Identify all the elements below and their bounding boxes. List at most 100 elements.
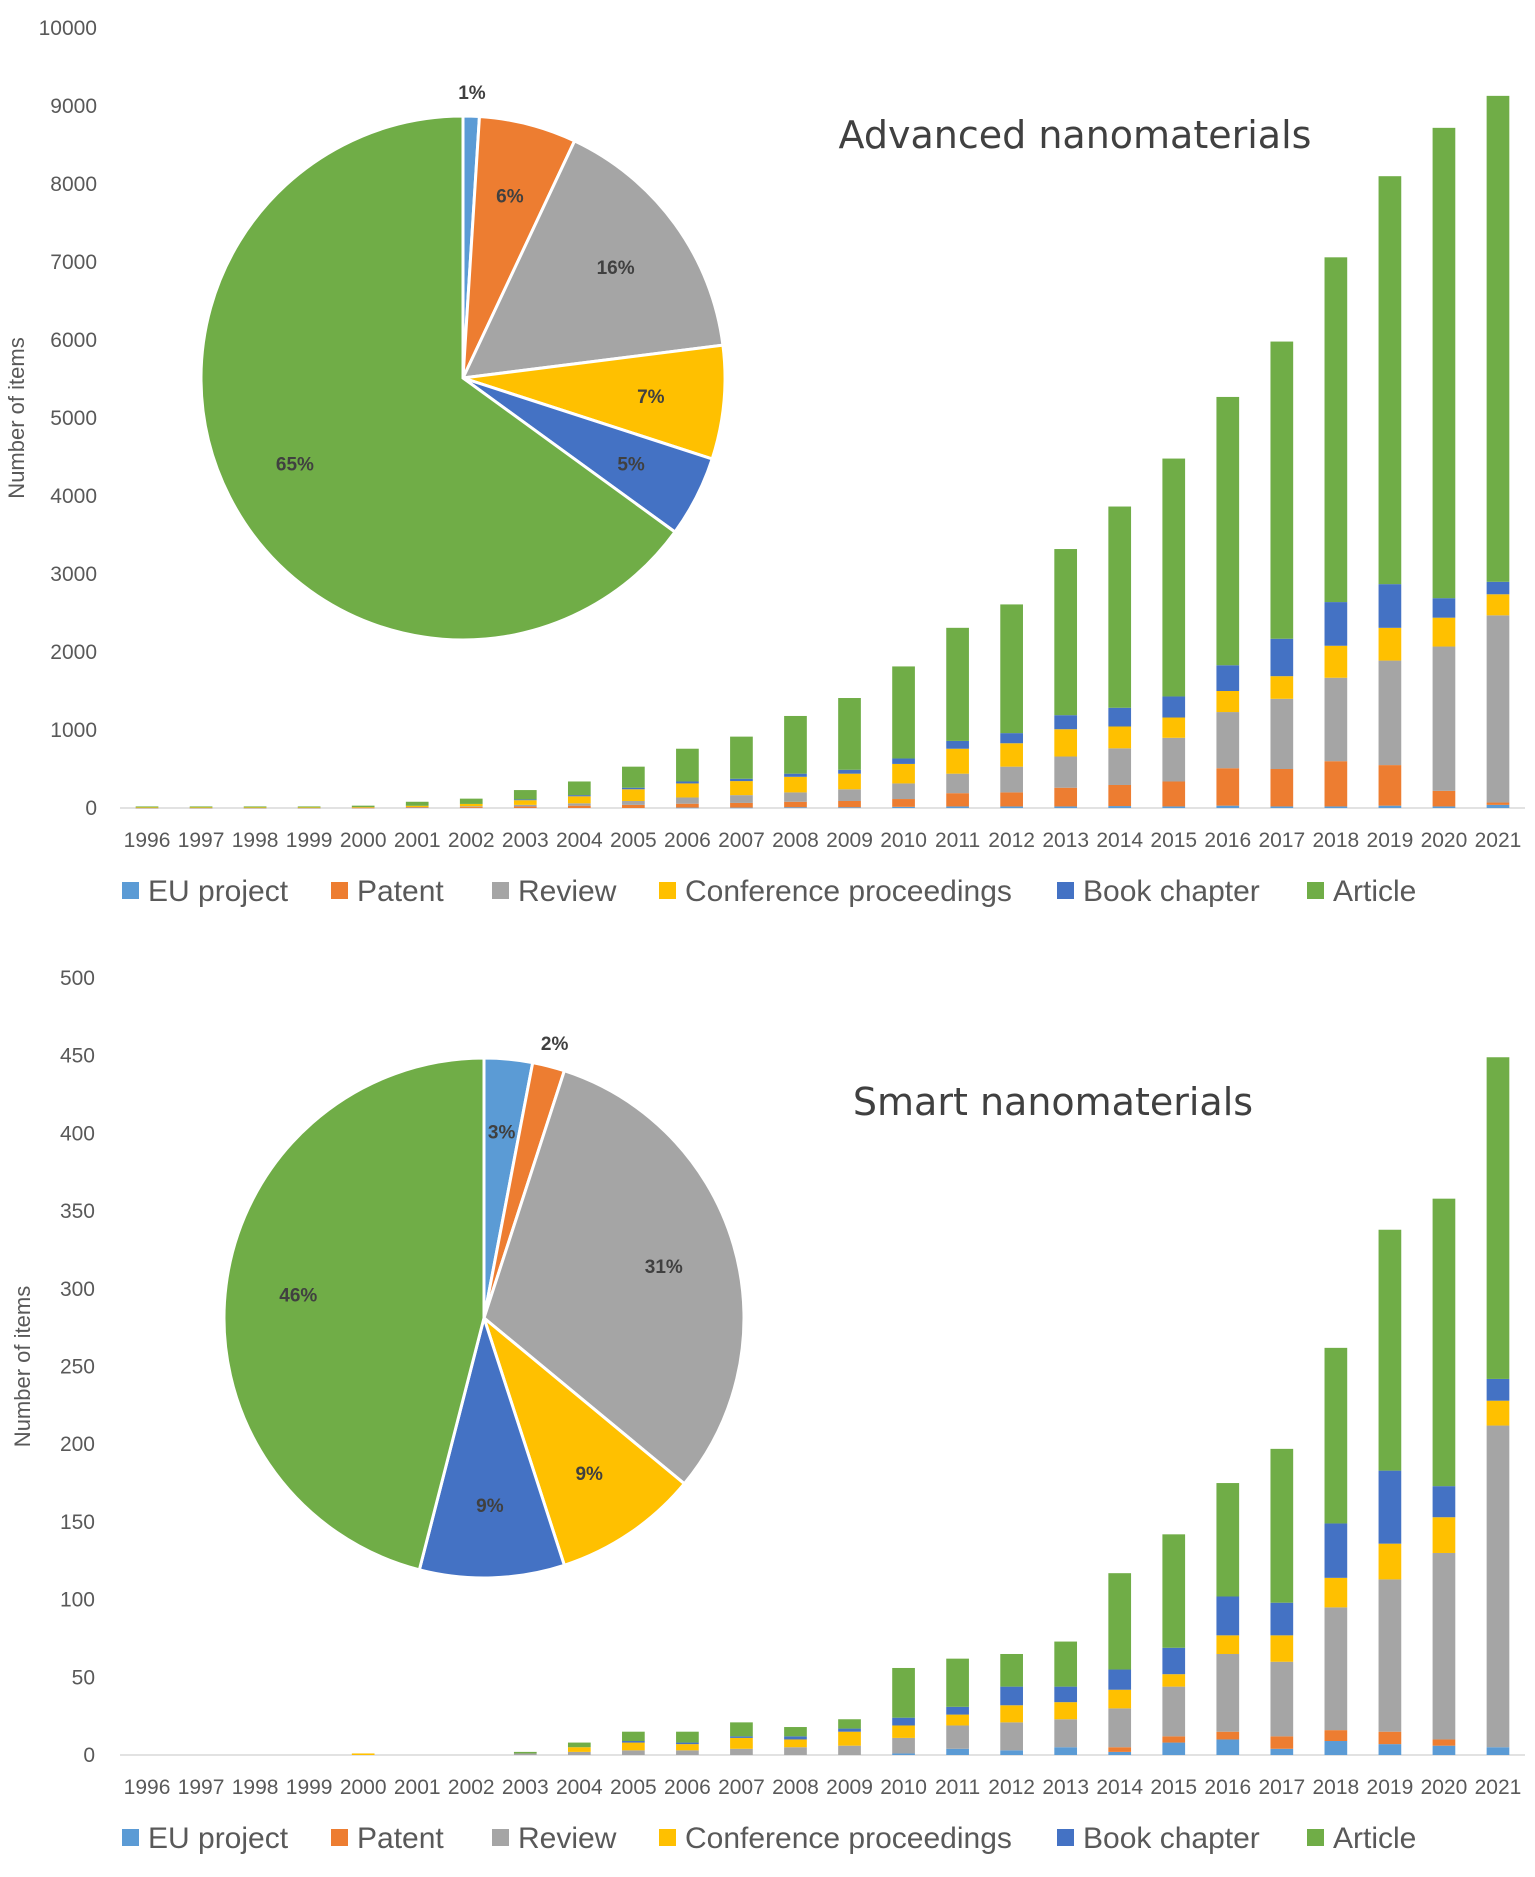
bar-eu-project-2011 bbox=[946, 1748, 969, 1755]
bar-conference-proceedings-2014 bbox=[1108, 726, 1132, 749]
bar-book-chapter-2004 bbox=[567, 795, 591, 797]
bar-review-2021 bbox=[1486, 1425, 1510, 1748]
bar-book-chapter-2009 bbox=[838, 769, 861, 774]
bar-conference-proceedings-2006 bbox=[676, 1744, 699, 1751]
bar-article-2019 bbox=[1378, 176, 1402, 585]
legend-swatch-review bbox=[492, 1829, 509, 1846]
bar-book-chapter-2014 bbox=[1108, 707, 1132, 727]
legend-label-book-chapter: Book chapter bbox=[1083, 875, 1260, 908]
bar-article-2012 bbox=[1000, 1653, 1023, 1687]
bar-review-2014 bbox=[1108, 748, 1132, 785]
y-tick-label: 450 bbox=[60, 1045, 95, 1068]
bar-review-1996 bbox=[135, 807, 159, 809]
bar-conference-proceedings-2018 bbox=[1324, 1577, 1348, 1608]
y-tick-label: 6000 bbox=[50, 329, 97, 352]
bar-conference-proceedings-2016 bbox=[1216, 1635, 1240, 1654]
bar-article-2007 bbox=[730, 1722, 753, 1737]
bar-article-2014 bbox=[1108, 506, 1132, 708]
bar-article-2003 bbox=[513, 1751, 537, 1754]
bar-book-chapter-2008 bbox=[784, 1736, 807, 1740]
legend-label-article: Article bbox=[1333, 875, 1416, 908]
bar-book-chapter-2018 bbox=[1324, 602, 1348, 646]
bar-review-2013 bbox=[1054, 756, 1078, 788]
bar-eu-project-2017 bbox=[1270, 806, 1294, 808]
bar-patent-2013 bbox=[1054, 787, 1078, 807]
bar-patent-2017 bbox=[1270, 1736, 1294, 1749]
x-tick-label: 1998 bbox=[232, 1776, 279, 1799]
bar-review-2008 bbox=[784, 792, 807, 802]
x-tick-label: 2000 bbox=[340, 829, 387, 852]
pie-label-article: 65% bbox=[276, 455, 314, 476]
x-tick-label: 2003 bbox=[502, 829, 549, 852]
bar-review-2003 bbox=[513, 1753, 537, 1755]
pie-slice-book-chapter bbox=[417, 1312, 567, 1580]
x-tick-label: 2011 bbox=[935, 829, 980, 852]
bar-eu-project-2017 bbox=[1270, 1748, 1294, 1755]
bar-conference-proceedings-2009 bbox=[838, 1731, 861, 1746]
bar-conference-proceedings-2013 bbox=[1054, 729, 1078, 757]
bar-book-chapter-2016 bbox=[1216, 1596, 1240, 1636]
x-tick-label: 2017 bbox=[1258, 1776, 1305, 1799]
x-tick-label: 2014 bbox=[1096, 1776, 1143, 1799]
pie-slice-review bbox=[482, 1068, 746, 1486]
bar-review-2016 bbox=[1216, 1653, 1240, 1732]
pie-label-article: 46% bbox=[279, 1286, 317, 1307]
x-tick-label: 2006 bbox=[664, 829, 711, 852]
bar-eu-project-2018 bbox=[1324, 806, 1348, 808]
legend-label-patent: Patent bbox=[357, 875, 444, 908]
y-tick-label: 500 bbox=[60, 967, 95, 990]
bar-patent-2003 bbox=[513, 806, 537, 808]
y-tick-label: 0 bbox=[85, 797, 97, 820]
legend-swatch-conference-proceedings bbox=[659, 882, 676, 899]
bar-conference-proceedings-2001 bbox=[405, 805, 429, 807]
y-tick-label: 50 bbox=[72, 1666, 95, 1689]
bar-conference-proceedings-2004 bbox=[567, 796, 591, 804]
bar-patent-2018 bbox=[1324, 1730, 1348, 1742]
bar-article-2015 bbox=[1162, 1534, 1186, 1648]
bar-patent-2021 bbox=[1486, 802, 1510, 805]
bar-conference-proceedings-2021 bbox=[1486, 1400, 1510, 1426]
x-tick-label: 2007 bbox=[718, 829, 765, 852]
y-tick-label: 2000 bbox=[50, 641, 97, 664]
legend-label-conference-proceedings: Conference proceedings bbox=[685, 1822, 1012, 1855]
pie-label-book-chapter: 9% bbox=[476, 1496, 504, 1517]
bar-patent-2002 bbox=[459, 807, 483, 808]
bar-eu-project-2015 bbox=[1162, 1742, 1186, 1755]
x-tick-label: 2021 bbox=[1475, 829, 1522, 852]
y-tick-label: 300 bbox=[60, 1278, 95, 1301]
y-tick-label: 5000 bbox=[50, 407, 97, 430]
bar-conference-proceedings-2021 bbox=[1486, 594, 1510, 616]
bar-review-2016 bbox=[1216, 712, 1240, 769]
x-tick-label: 2012 bbox=[988, 829, 1035, 852]
bar-patent-2005 bbox=[622, 804, 645, 808]
y-tick-label: 1000 bbox=[50, 719, 97, 742]
x-tick-label: 2013 bbox=[1042, 829, 1089, 852]
bar-review-2018 bbox=[1324, 1607, 1348, 1731]
bar-eu-project-2016 bbox=[1216, 805, 1240, 808]
bar-conference-proceedings-2017 bbox=[1270, 1635, 1294, 1662]
bar-book-chapter-2019 bbox=[1378, 584, 1402, 628]
y-tick-label: 200 bbox=[60, 1433, 95, 1456]
bar-conference-proceedings-2006 bbox=[676, 783, 699, 798]
legend-label-review: Review bbox=[518, 875, 617, 908]
bar-article-1996 bbox=[135, 806, 159, 808]
bar-book-chapter-2003 bbox=[513, 799, 537, 801]
bar-book-chapter-2010 bbox=[892, 758, 915, 764]
bar-conference-proceedings-2005 bbox=[622, 1742, 645, 1751]
y-tick-label: 4000 bbox=[50, 485, 97, 508]
legend-swatch-eu-project bbox=[122, 1829, 139, 1846]
bar-article-2009 bbox=[838, 1719, 861, 1729]
bar-review-2007 bbox=[730, 1748, 753, 1755]
bar-book-chapter-2017 bbox=[1270, 638, 1294, 677]
x-tick-label: 1999 bbox=[286, 829, 333, 852]
x-tick-label: 2005 bbox=[610, 1776, 657, 1799]
bar-patent-2012 bbox=[1000, 792, 1023, 807]
y-axis-title: Number of items bbox=[4, 337, 29, 498]
y-tick-label: 250 bbox=[60, 1356, 95, 1379]
bar-book-chapter-2020 bbox=[1432, 1486, 1456, 1518]
bar-article-2014 bbox=[1108, 1573, 1132, 1670]
bar-book-chapter-2007 bbox=[730, 778, 753, 782]
legend-label-eu-project: EU project bbox=[148, 1822, 289, 1855]
bar-conference-proceedings-2009 bbox=[838, 773, 861, 790]
bar-book-chapter-2015 bbox=[1162, 1647, 1186, 1675]
